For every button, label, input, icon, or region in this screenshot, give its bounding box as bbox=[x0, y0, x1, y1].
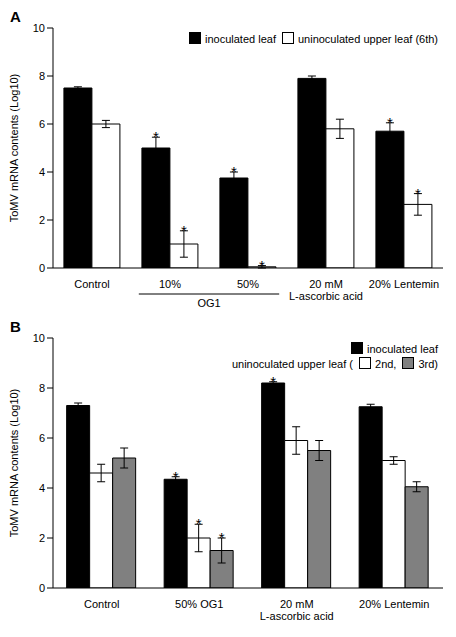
svg-text:*: * bbox=[181, 222, 187, 239]
svg-text:*: * bbox=[387, 114, 393, 131]
svg-text:ToMV mRNA contents (Log10): ToMV mRNA contents (Log10) bbox=[8, 74, 20, 223]
html-text:inoculated leaf: inoculated leaf bbox=[205, 33, 276, 45]
html-text:A: A bbox=[10, 8, 21, 25]
svg-text:20% Lentemin: 20% Lentemin bbox=[369, 278, 439, 290]
svg-text:0: 0 bbox=[39, 582, 45, 594]
svg-text:8: 8 bbox=[39, 70, 45, 82]
svg-text:*: * bbox=[270, 373, 276, 390]
svg-text:*: * bbox=[153, 128, 159, 145]
html-text:inoculated leaf: inoculated leaf bbox=[367, 343, 438, 355]
svg-text:*: * bbox=[259, 257, 265, 274]
svg-text:20 mM: 20 mM bbox=[280, 598, 314, 610]
svg-text:OG1: OG1 bbox=[197, 297, 220, 309]
html-text:B: B bbox=[10, 318, 21, 335]
svg-text:2: 2 bbox=[39, 214, 45, 226]
svg-text:Control: Control bbox=[74, 278, 109, 290]
svg-text:10: 10 bbox=[33, 22, 45, 34]
svg-text:*: * bbox=[173, 468, 179, 485]
svg-text:4: 4 bbox=[39, 166, 45, 178]
svg-text:6: 6 bbox=[39, 118, 45, 130]
svg-text:10: 10 bbox=[33, 332, 45, 344]
svg-text:6: 6 bbox=[39, 432, 45, 444]
svg-text:50%: 50% bbox=[237, 278, 259, 290]
svg-text:*: * bbox=[219, 529, 225, 546]
svg-text:50% OG1: 50% OG1 bbox=[175, 598, 223, 610]
svg-text:10%: 10% bbox=[159, 278, 181, 290]
svg-text:20 mM: 20 mM bbox=[309, 278, 343, 290]
svg-text:*: * bbox=[415, 185, 421, 202]
svg-text:L-ascorbic acid: L-ascorbic acid bbox=[260, 610, 334, 622]
svg-text:8: 8 bbox=[39, 382, 45, 394]
html-text:3rd): 3rd) bbox=[418, 358, 438, 370]
svg-text:Control: Control bbox=[84, 598, 119, 610]
svg-text:2: 2 bbox=[39, 532, 45, 544]
svg-text:L-ascorbic acid: L-ascorbic acid bbox=[289, 290, 363, 302]
svg-text:0: 0 bbox=[39, 262, 45, 274]
svg-text:4: 4 bbox=[39, 482, 45, 494]
html-text:2nd,: 2nd, bbox=[375, 358, 397, 370]
html-text:uninoculated upper leaf (6th): uninoculated upper leaf (6th) bbox=[298, 33, 438, 45]
svg-text:20% Lentemin: 20% Lentemin bbox=[359, 598, 429, 610]
svg-text:*: * bbox=[231, 163, 237, 180]
svg-text:ToMV mRNA contents (Log10): ToMV mRNA contents (Log10) bbox=[8, 389, 20, 538]
svg-text:*: * bbox=[196, 515, 202, 532]
html-text:uninoculated upper leaf (: uninoculated upper leaf ( bbox=[231, 358, 353, 370]
